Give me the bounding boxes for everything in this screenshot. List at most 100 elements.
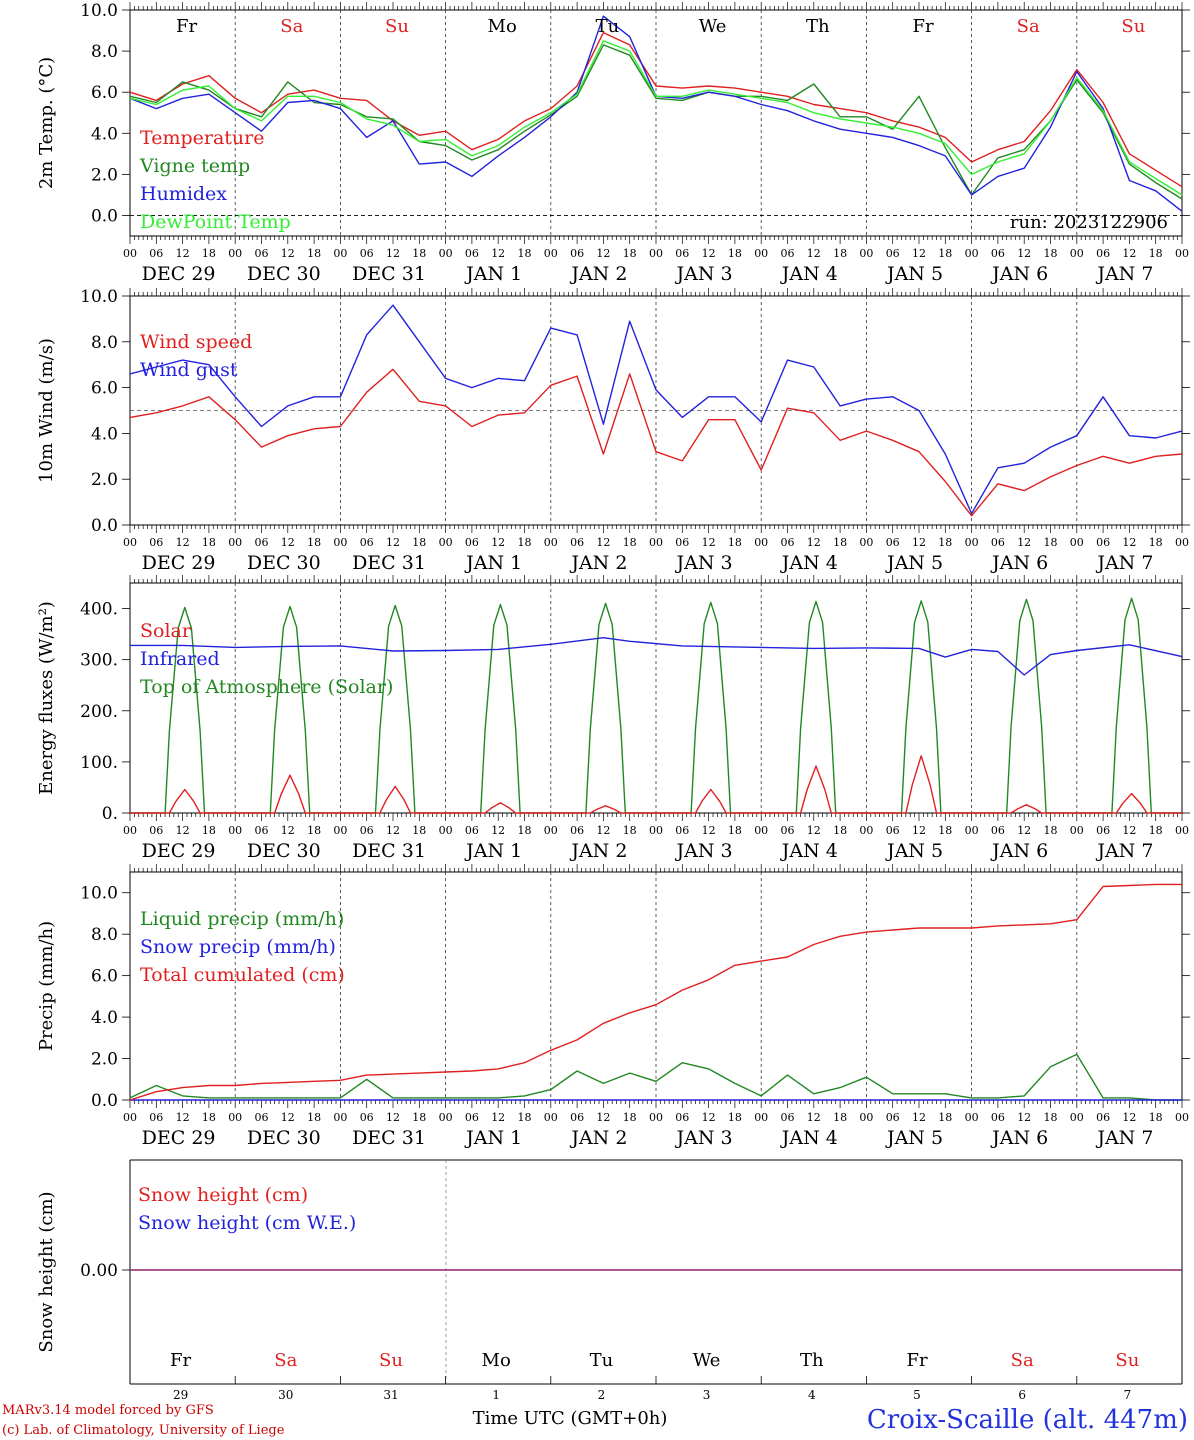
y-tick-label: 4.0	[91, 1008, 118, 1028]
hour-label: 06	[149, 247, 163, 260]
hour-label: 00	[228, 247, 242, 260]
chart-text: 00 06 12 18 00 06 12 18 00 06 12 18 00 06 12 18 00 06 12 18…	[36, 1, 1189, 1402]
hour-label: 18	[1044, 536, 1058, 549]
hour-label: 12	[1122, 824, 1136, 837]
hour-label: 12	[596, 1111, 610, 1124]
date-label: JAN 4	[780, 552, 838, 574]
y-tick-label: 300.	[80, 651, 118, 671]
snow-weekday-label: Mo	[482, 1350, 511, 1371]
y-tick-label: 6.0	[91, 83, 118, 103]
hour-label: 06	[781, 824, 795, 837]
snow-weekday-label: Su	[379, 1350, 403, 1371]
hour-label: 06	[360, 1111, 374, 1124]
weekday-label: Su	[385, 16, 409, 37]
date-label: JAN 3	[675, 552, 733, 574]
hour-label: 12	[702, 1111, 716, 1124]
hour-label: 06	[570, 824, 584, 837]
date-label: JAN 7	[1095, 1127, 1153, 1149]
hour-label: 06	[570, 1111, 584, 1124]
snow-y-axis-title: Snow height (cm)	[36, 1191, 57, 1352]
date-label: DEC 30	[247, 840, 321, 862]
hour-label: 18	[202, 536, 216, 549]
y-axis-title: Energy fluxes (W/m²)	[36, 601, 57, 795]
hour-label: 00	[333, 1111, 347, 1124]
snow-day-number: 4	[808, 1388, 816, 1402]
temp-series-line-3	[129, 40, 1183, 196]
hour-label: 18	[412, 536, 426, 549]
hour-label: 18	[728, 1111, 742, 1124]
date-label: JAN 7	[1095, 263, 1153, 285]
hour-label: 18	[1149, 536, 1163, 549]
snow-day-number: 2	[598, 1388, 606, 1402]
date-label: DEC 29	[142, 552, 216, 574]
hour-label: 06	[465, 247, 479, 260]
date-label: JAN 2	[569, 1127, 627, 1149]
y-tick-label: 0.0	[91, 206, 118, 226]
y-tick-label: 8.0	[91, 42, 118, 62]
date-label: JAN 2	[569, 263, 627, 285]
hour-label: 06	[1096, 1111, 1110, 1124]
hour-label: 12	[386, 247, 400, 260]
hour-label: 06	[991, 1111, 1005, 1124]
hour-label: 06	[781, 1111, 795, 1124]
hour-label: 18	[728, 536, 742, 549]
y-tick-label: 2.0	[91, 1050, 118, 1070]
hour-label: 18	[202, 824, 216, 837]
hour-label: 12	[491, 824, 505, 837]
precip-series-line-0	[129, 1053, 1182, 1101]
infrared-line	[130, 637, 1183, 676]
hour-label: 18	[518, 824, 532, 837]
hour-label: 18	[623, 824, 637, 837]
weekday-label: Sa	[1017, 16, 1040, 37]
hour-label: 00	[123, 247, 137, 260]
snow-weekday-label: Fr	[170, 1350, 191, 1371]
precip-series-line-2	[129, 883, 1182, 1101]
hour-label: 12	[176, 536, 190, 549]
snow-day-number: 31	[383, 1388, 398, 1402]
date-label: DEC 30	[247, 263, 321, 285]
hour-label: 00	[123, 824, 137, 837]
snow-day-number: 5	[913, 1388, 921, 1402]
date-label: DEC 30	[247, 1127, 321, 1149]
energy-legend-entry: Infrared	[140, 648, 220, 670]
hour-label: 00	[123, 1111, 137, 1124]
temp-legend-entry: Humidex	[140, 183, 227, 205]
hour-label: 00	[859, 824, 873, 837]
hour-label: 18	[412, 824, 426, 837]
hour-label: 00	[859, 247, 873, 260]
date-label: JAN 5	[885, 263, 943, 285]
hour-label: 06	[465, 824, 479, 837]
hour-label: 06	[675, 824, 689, 837]
date-label: JAN 3	[675, 1127, 733, 1149]
date-label: JAN 5	[885, 552, 943, 574]
hour-label: 12	[807, 1111, 821, 1124]
hour-label: 18	[412, 247, 426, 260]
y-axis-title: 2m Temp. (°C)	[36, 57, 57, 189]
date-label: JAN 6	[990, 552, 1048, 574]
hour-label: 18	[518, 536, 532, 549]
y-tick-label: 0.0	[91, 516, 118, 536]
hour-label: 00	[228, 824, 242, 837]
temp-series-line-0	[129, 31, 1183, 188]
hour-label: 18	[307, 536, 321, 549]
hour-label: 18	[202, 1111, 216, 1124]
hour-label: 00	[228, 536, 242, 549]
hour-label: 06	[886, 1111, 900, 1124]
hour-label: 00	[649, 247, 663, 260]
station-name: Croix-Scaille (alt. 447m)	[867, 1405, 1188, 1435]
wind-legend-entry: Wind gust	[140, 359, 238, 381]
hour-label: 12	[281, 536, 295, 549]
hour-label: 12	[1017, 247, 1031, 260]
hour-label: 12	[386, 536, 400, 549]
hour-label: 06	[886, 536, 900, 549]
date-label: DEC 31	[352, 1127, 426, 1149]
hour-label: 12	[1017, 536, 1031, 549]
hour-label: 00	[965, 1111, 979, 1124]
y-tick-label: 8.0	[91, 925, 118, 945]
hour-label: 00	[859, 536, 873, 549]
date-label: JAN 1	[464, 552, 522, 574]
temp-series-line-1	[129, 44, 1183, 200]
hour-label: 18	[307, 247, 321, 260]
snow-weekday-label: Tu	[590, 1350, 614, 1371]
weekday-label: Fr	[912, 16, 933, 37]
